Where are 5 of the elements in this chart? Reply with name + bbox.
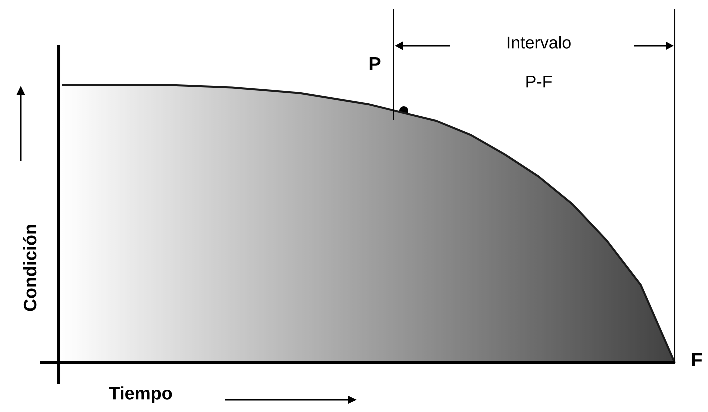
text: Intervalo P-F (508, 36, 571, 88)
text: P (370, 57, 381, 71)
text: F (692, 353, 702, 367)
y-axis-title: Condición (23, 225, 37, 312)
x-axis-title: Tiempo (109, 386, 172, 404)
